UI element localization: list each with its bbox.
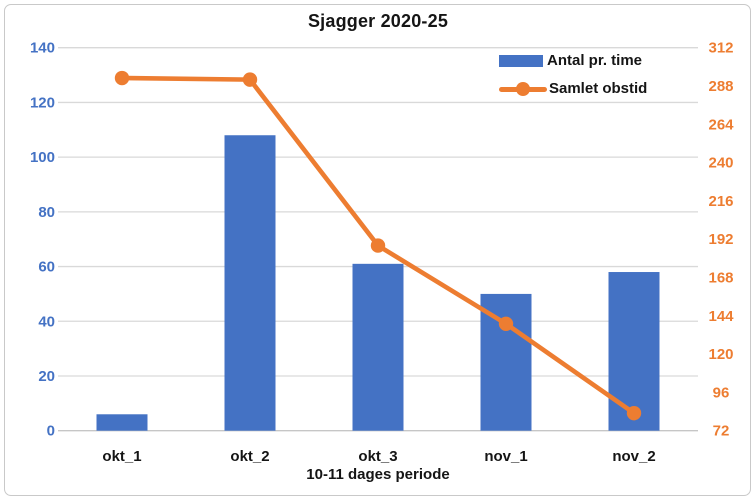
y-axis-right-tick-label: 192 (708, 231, 733, 248)
y-axis-left-tick-label: 0 (47, 423, 55, 440)
chart-title: Sjagger 2020-25 (307, 11, 449, 31)
line-marker (498, 316, 514, 331)
bar (224, 135, 276, 431)
legend-label-line-series: Samlet obstid (549, 80, 648, 97)
y-axis-right-tick-label: 144 (708, 308, 734, 325)
y-axis-right-tick-label: 120 (708, 346, 733, 363)
x-axis-category-label: okt_2 (230, 448, 269, 465)
x-axis-category-label: okt_3 (358, 448, 397, 465)
line-marker (626, 405, 642, 421)
y-axis-left-tick-label: 80 (38, 204, 55, 221)
y-axis-right-tick-label: 168 (708, 270, 733, 287)
y-axis-left-tick-label: 20 (38, 368, 55, 385)
y-axis-right-tick-label: 264 (708, 116, 734, 133)
y-axis-right-tick-label: 240 (708, 155, 733, 172)
bar (352, 263, 404, 431)
line-marker (242, 72, 258, 87)
legend-item-line-series: Samlet obstid (499, 77, 647, 100)
y-axis-left-tick-label: 100 (30, 149, 55, 166)
y-axis-right-tick-label: 312 (708, 40, 733, 57)
bar (608, 272, 660, 431)
y-axis-right-tick-label: 288 (708, 78, 733, 95)
y-axis-right-tick-label: 96 (713, 384, 730, 401)
legend-line-swatch-icon (499, 81, 547, 97)
x-axis-category-label: nov_1 (484, 448, 527, 465)
y-axis-left-tick-label: 40 (38, 313, 55, 330)
legend-line-marker (516, 81, 530, 96)
x-axis-category-label: nov_2 (612, 448, 655, 465)
legend-label-bar-series: Antal pr. time (547, 52, 643, 69)
y-axis-right-tick-label: 72 (713, 423, 730, 440)
x-axis-category-label: okt_1 (102, 448, 141, 465)
legend-item-bar-series: Antal pr. time (499, 49, 647, 72)
y-axis-left-tick-label: 60 (38, 259, 55, 276)
line-marker (370, 238, 386, 253)
legend-bar-swatch-icon (499, 54, 543, 67)
y-axis-left-tick-label: 120 (30, 94, 55, 111)
legend: Antal pr. time Samlet obstid (499, 49, 647, 100)
x-axis-title: 10-11 dages periode (306, 466, 450, 483)
y-axis-left-tick-label: 140 (30, 40, 55, 57)
line-marker (114, 70, 130, 86)
y-axis-right-tick-label: 216 (708, 193, 733, 210)
bar (96, 414, 148, 431)
